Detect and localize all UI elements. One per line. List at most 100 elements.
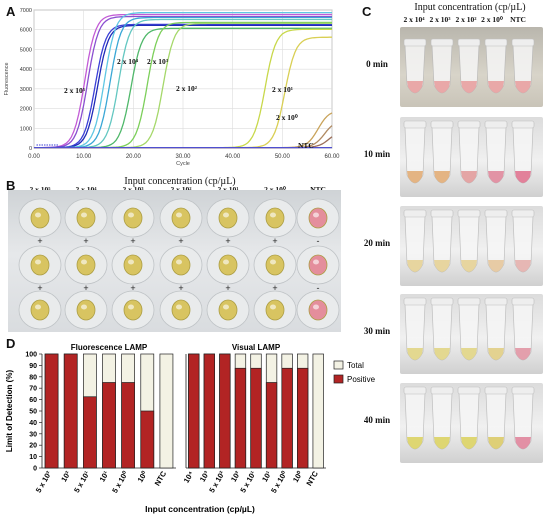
y-tick-label: 10 [29,454,37,461]
well-liquid [171,254,191,276]
tube-cap [457,209,481,218]
tube-cap [511,209,535,218]
fluorescence-category-label: 5 x 10¹ [72,469,92,494]
plate-column-label: 2 x 10¹ [210,185,246,194]
plate-column-label: 2 x 10⁴ [68,185,104,194]
well-highlight [313,259,319,265]
y-axis-label: Limit of Detection (%) [5,370,14,453]
tube-column-label: 2 x 10⁴ [403,15,425,24]
fluorescence-positive-bar [63,353,78,469]
curve-annotation-0: 2 x 10⁵ [64,86,86,95]
tubes-drawing [403,120,535,184]
well-sign: + [37,236,42,246]
y-tick-label: 60 [29,397,37,404]
well-sign: + [178,283,183,293]
tube-cap [457,120,481,129]
visual-positive-bar [297,367,309,469]
x-tick-label: 0.00 [28,154,40,160]
y-tick-label: 3000 [20,87,32,93]
well-sign: + [272,283,277,293]
curve-annotation-5: 2 x 10⁰ [276,113,299,122]
tube-liquid [515,348,531,360]
well-sign: + [225,236,230,246]
curve-annotation-6: NTC [298,141,314,150]
well-liquid [265,299,285,321]
tube-cap [484,297,508,306]
well-liquid [308,207,328,229]
fluorescence-category-label: NTC [153,469,169,487]
tube-liquid [407,437,423,449]
tube-photo [400,27,543,107]
well-sign: - [317,283,320,293]
x-tick-label: 40.00 [225,154,241,160]
well-liquid [218,254,238,276]
detection-bar-charts: 0 10 20 30 40 50 60 70 80 90 100 Limit of Detection… [5,343,376,514]
well-sign: + [225,283,230,293]
panel-letter-a: A [6,4,16,19]
curve-annotation-1: 2 x 10⁴ [117,57,139,66]
y-tick-label: 20 [29,443,37,450]
y-tick-label: 100 [25,352,37,359]
tube-liquid [488,437,504,449]
fluorescence-total-bar [159,353,174,469]
well-sign: + [178,236,183,246]
well-highlight [128,259,134,265]
panel-letter-d: D [6,336,16,351]
tube-column-label: 2 x 10³ [429,15,451,24]
curve-0 [34,13,332,149]
tube-cap [457,38,481,47]
well-sign: + [83,283,88,293]
tube-cap [430,209,454,218]
visual-positive-bar [234,367,247,469]
x-tick-label: 60.00 [324,154,340,160]
y-axis-label: Fluorescence [4,62,10,95]
tube-liquid [515,171,531,183]
amplification-chart: 0.00 10.00 20.00 30.00 40.00 50.00 60.00 0 1000 2… [4,8,340,167]
well-sign: + [130,236,135,246]
visual-positive-bar [281,367,293,469]
curve-annotation-4: 2 x 10¹ [272,85,293,94]
legend-label: Positive [347,375,376,384]
tube-liquid [407,260,423,272]
fluorescence-positive-bar [102,382,116,469]
tube-cap [457,297,481,306]
tube-photo [400,117,543,197]
visual-total-bar [312,353,324,469]
tube-liquid [515,260,531,272]
well-highlight [223,212,229,218]
tube-cap [430,386,454,395]
visual-positive-bar [250,367,262,469]
well-liquid [76,299,96,321]
well-plate-drawing: + + + + + + - + + + + + + - [18,198,340,330]
y-tick-label: 2000 [20,107,32,113]
tube-column-label: 2 x 10² [455,15,477,24]
visual-category-label: 10⁴ [182,469,196,484]
time-label: 30 min [363,326,391,336]
well-liquid [30,207,50,229]
tube-column-label: 2 x 10⁰ [481,15,503,24]
fluorescence-title: Fluorescence LAMP [71,343,148,352]
well-highlight [35,304,41,310]
tube-cap [511,386,535,395]
visual-title: Visual LAMP [232,343,281,352]
tube-photo [400,294,543,374]
tube-cap [457,386,481,395]
tube-liquid [488,81,504,93]
well-highlight [313,212,319,218]
y-tick-label: 80 [29,374,37,381]
well-liquid [30,299,50,321]
panel-letter-b: B [6,178,16,193]
fluorescence-positive-bar [140,410,155,469]
well-highlight [270,212,276,218]
tube-liquid [488,260,504,272]
well-highlight [223,304,229,310]
tube-cap [403,120,427,129]
well-liquid [308,299,328,321]
fluorescence-category-label: 5 x 10⁰ [110,469,130,495]
tube-liquid [461,171,477,183]
legend-swatch [333,374,344,384]
legend-label: Total [347,361,364,370]
visual-category-label: 5 x 10² [207,469,227,494]
tubes-drawing [403,38,535,94]
well-liquid [171,207,191,229]
